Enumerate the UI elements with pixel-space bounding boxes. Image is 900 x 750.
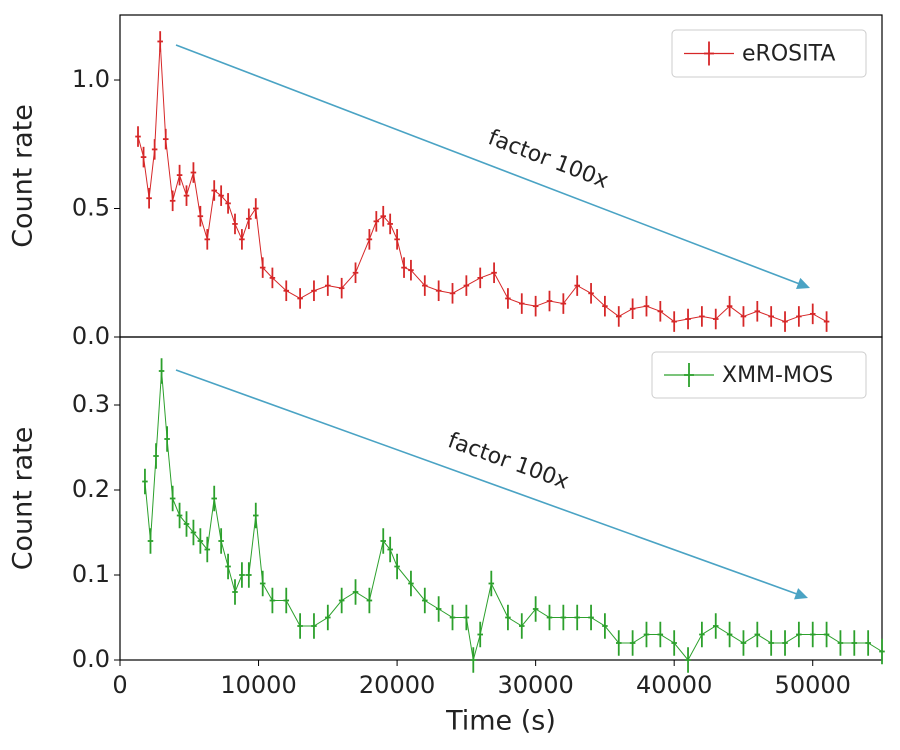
legend-label: XMM-MOS	[722, 363, 833, 388]
x-tick-label: 30000	[497, 671, 573, 699]
x-tick-label: 20000	[359, 671, 435, 699]
x-axis-label: Time (s)	[445, 706, 556, 737]
annotation-arrow	[175, 44, 801, 286]
series-line	[144, 370, 883, 661]
annotation: factor 100x	[444, 428, 571, 494]
series-line	[137, 41, 827, 323]
y-tick-label: 0.1	[72, 560, 110, 588]
y-tick-label: 0.2	[72, 475, 110, 503]
y-axis-label: Count rate	[8, 427, 39, 571]
annotation: factor 100x	[485, 125, 612, 194]
x-tick-label: 0	[112, 671, 127, 699]
legend-box	[651, 351, 867, 399]
plot-frame	[119, 336, 883, 661]
x-tick-label: 50000	[775, 671, 851, 699]
y-tick-label: 1.0	[72, 65, 110, 93]
y-tick-label: 0.3	[72, 390, 110, 418]
arrow-head	[794, 588, 808, 600]
y-tick-label: 0.5	[72, 194, 110, 222]
legend-label: eROSITA	[742, 42, 835, 67]
y-tick-label: 0.0	[72, 322, 110, 350]
y-axis-label: Count rate	[8, 104, 39, 248]
x-tick-label: 10000	[220, 671, 296, 699]
annotation-arrow	[175, 369, 799, 596]
arrow-head	[796, 277, 810, 290]
legend-box	[671, 29, 867, 78]
x-tick-label: 40000	[636, 671, 712, 699]
y-tick-label: 0.0	[72, 645, 110, 673]
